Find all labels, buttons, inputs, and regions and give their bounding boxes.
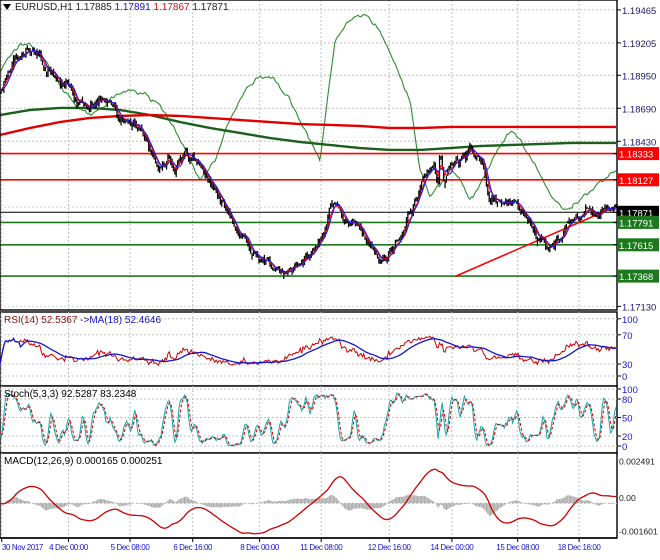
svg-text:1.17130: 1.17130 [622,302,656,313]
svg-text:30 Nov 2017: 30 Nov 2017 [2,543,44,552]
svg-text:15 Dec 08:00: 15 Dec 08:00 [496,543,540,552]
svg-text:0.00: 0.00 [619,493,636,503]
svg-text:100: 100 [622,315,638,326]
svg-text:1.18950: 1.18950 [622,71,656,82]
svg-text:1.19205: 1.19205 [622,39,656,50]
svg-text:EURUSD,H1 1.17885 1.17891 1.1: EURUSD,H1 1.17885 1.17891 1.17867 1.1787… [15,2,229,13]
svg-text:1.18430: 1.18430 [622,137,656,148]
svg-text:80: 80 [622,395,633,406]
svg-text:0.002491: 0.002491 [619,457,655,467]
svg-text:1.17615: 1.17615 [619,241,653,252]
svg-text:Stoch(5,3,3) 92.5287 83.2348: Stoch(5,3,3) 92.5287 83.2348 [4,389,137,400]
svg-text:1.18333: 1.18333 [619,150,653,161]
svg-text:30: 30 [622,360,633,371]
svg-text:1.17791: 1.17791 [619,218,653,229]
svg-text:0: 0 [622,442,627,453]
svg-text:12 Dec 16:00: 12 Dec 16:00 [368,543,412,552]
svg-text:4 Dec 00:00: 4 Dec 00:00 [49,543,89,552]
svg-text:14 Dec 00:00: 14 Dec 00:00 [431,543,475,552]
svg-text:5 Dec 08:00: 5 Dec 08:00 [111,543,151,552]
svg-text:1.17368: 1.17368 [619,272,653,283]
svg-text:RSI(14) 52.5367 ->MA(18) 52.4: RSI(14) 52.5367 ->MA(18) 52.4646 [4,315,161,326]
svg-text:-0.001601: -0.001601 [619,527,658,537]
svg-text:8 Dec 00:00: 8 Dec 00:00 [240,543,280,552]
svg-text:6 Dec 16:00: 6 Dec 16:00 [173,543,213,552]
svg-text:50: 50 [622,414,633,425]
svg-text:1.18690: 1.18690 [622,104,656,115]
svg-text:MACD(12,26,9) 0.000165 0.00025: MACD(12,26,9) 0.000165 0.000251 [4,456,163,467]
svg-text:1.19465: 1.19465 [622,6,656,17]
svg-text:18 Dec 16:00: 18 Dec 16:00 [558,543,602,552]
svg-text:1.18127: 1.18127 [619,176,653,187]
svg-text:0: 0 [622,372,627,383]
svg-text:11 Dec 08:00: 11 Dec 08:00 [300,543,343,552]
svg-text:70: 70 [622,331,633,342]
